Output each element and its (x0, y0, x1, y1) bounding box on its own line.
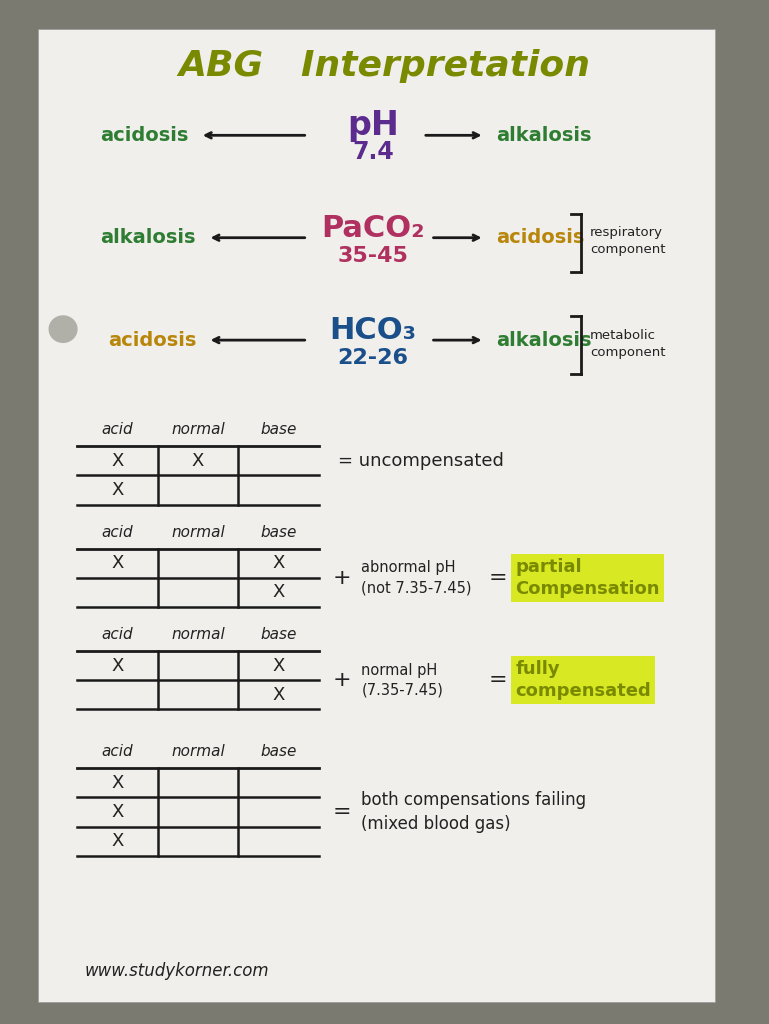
Text: both compensations failing
(mixed blood gas): both compensations failing (mixed blood … (361, 792, 587, 833)
Text: acid: acid (102, 524, 133, 540)
Text: normal: normal (171, 744, 225, 759)
Text: alkalosis: alkalosis (101, 228, 196, 247)
Text: 7.4: 7.4 (352, 140, 394, 164)
Text: 35-45: 35-45 (338, 246, 408, 266)
Text: X: X (111, 452, 124, 470)
Circle shape (49, 316, 77, 342)
Text: normal: normal (171, 627, 225, 642)
Text: acid: acid (102, 627, 133, 642)
Text: =: = (333, 802, 351, 822)
Text: PaCO₂: PaCO₂ (321, 214, 424, 243)
Text: normal: normal (171, 524, 225, 540)
Text: acidosis: acidosis (108, 331, 196, 349)
Text: +: + (333, 671, 351, 690)
Text: =: = (488, 568, 507, 588)
Text: partial
Compensation: partial Compensation (515, 558, 660, 598)
Text: X: X (111, 656, 124, 675)
Text: fully
compensated: fully compensated (515, 660, 651, 700)
Text: X: X (111, 481, 124, 499)
Text: base: base (261, 627, 297, 642)
Text: X: X (111, 554, 124, 572)
Text: X: X (191, 452, 205, 470)
FancyBboxPatch shape (38, 30, 715, 1002)
Text: acid: acid (102, 744, 133, 759)
Text: acid: acid (102, 422, 133, 437)
Text: www.studykorner.com: www.studykorner.com (85, 963, 269, 980)
Text: respiratory
component: respiratory component (590, 226, 665, 256)
Text: acidosis: acidosis (100, 126, 188, 144)
Text: normal: normal (171, 422, 225, 437)
Text: base: base (261, 524, 297, 540)
Text: base: base (261, 422, 297, 437)
Text: = uncompensated: = uncompensated (338, 452, 504, 470)
Text: abnormal pH
(not 7.35-7.45): abnormal pH (not 7.35-7.45) (361, 560, 472, 595)
Text: alkalosis: alkalosis (496, 331, 591, 349)
Text: X: X (272, 584, 285, 601)
Text: X: X (272, 554, 285, 572)
Text: X: X (272, 686, 285, 703)
Text: normal pH
(7.35-7.45): normal pH (7.35-7.45) (361, 663, 443, 697)
Text: acidosis: acidosis (496, 228, 584, 247)
Text: alkalosis: alkalosis (496, 126, 591, 144)
Text: +: + (333, 568, 351, 588)
Text: base: base (261, 744, 297, 759)
Text: ABG   Interpretation: ABG Interpretation (178, 49, 591, 83)
Text: =: = (488, 671, 507, 690)
Text: X: X (111, 833, 124, 850)
Text: X: X (111, 803, 124, 821)
Text: 22-26: 22-26 (338, 348, 408, 369)
Text: X: X (111, 773, 124, 792)
Text: X: X (272, 656, 285, 675)
Text: HCO₃: HCO₃ (329, 316, 417, 345)
Text: metabolic
component: metabolic component (590, 329, 665, 358)
Text: pH: pH (347, 110, 399, 142)
